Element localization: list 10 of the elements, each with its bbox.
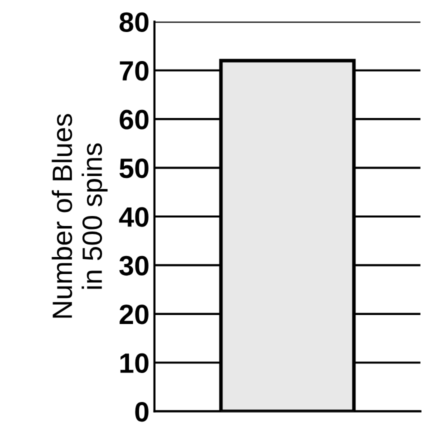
y-tick-label: 50 xyxy=(120,158,148,178)
y-tick-label: 70 xyxy=(120,61,148,81)
y-tick-label: 30 xyxy=(119,256,148,276)
y-tick-label: 80 xyxy=(120,12,148,32)
y-axis-title: Number of Blues in 500 spins xyxy=(52,114,108,318)
y-tick-label: 10 xyxy=(120,353,148,373)
y-tick-label: 60 xyxy=(120,110,148,130)
y-tick-label: 0 xyxy=(135,402,148,422)
y-tick-label: 20 xyxy=(120,304,148,324)
y-tick-label: 40 xyxy=(119,207,148,227)
